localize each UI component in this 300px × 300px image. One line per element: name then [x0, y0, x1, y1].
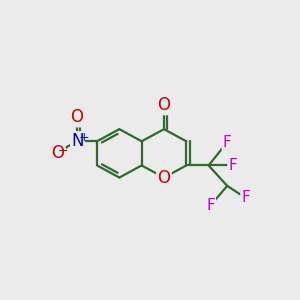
Text: F: F: [223, 135, 232, 150]
Text: F: F: [228, 158, 237, 173]
Text: O: O: [52, 144, 64, 162]
Text: −: −: [58, 146, 68, 158]
Text: F: F: [206, 198, 215, 213]
Text: O: O: [158, 169, 170, 187]
Text: O: O: [158, 96, 170, 114]
Text: +: +: [78, 131, 89, 144]
Text: N: N: [71, 132, 84, 150]
Text: F: F: [242, 190, 250, 206]
Text: O: O: [70, 108, 83, 126]
